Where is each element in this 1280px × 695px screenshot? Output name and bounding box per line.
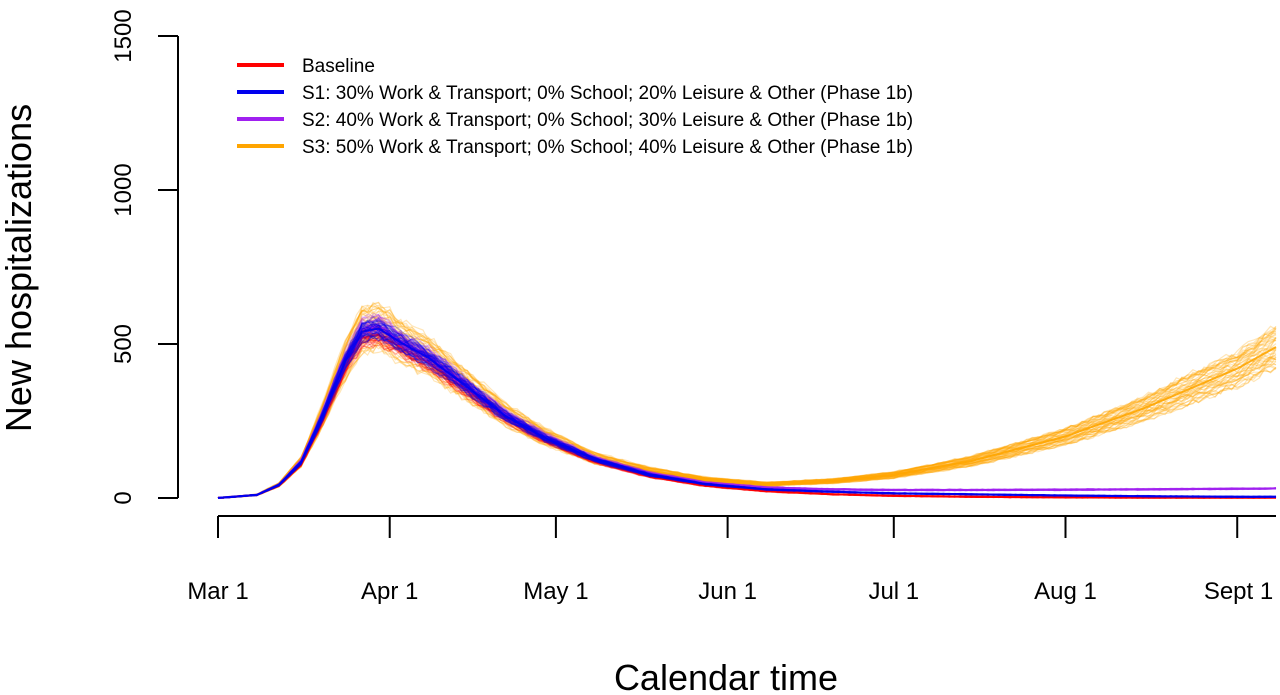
y-axis: 0 500 1000 1500 (110, 9, 179, 505)
legend-label-1: S1: 30% Work & Transport; 0% School; 20%… (302, 83, 913, 104)
series-layer (217, 301, 1277, 499)
series-3-replicate-line (217, 301, 1277, 499)
series-3-replicate-line (217, 304, 1277, 499)
series-3-replicate-line (217, 302, 1277, 499)
series-0-line (217, 333, 1276, 499)
series-2-replicate-line (217, 324, 1277, 499)
series-1-group (217, 315, 1277, 499)
legend-label-0: Baseline (302, 56, 375, 77)
x-tick-label: Sept 1 (1204, 578, 1273, 605)
series-1-line (217, 327, 1276, 499)
series-3-replicate-line (217, 334, 1277, 499)
legend-label-3: S3: 50% Work & Transport; 0% School; 40%… (302, 137, 913, 158)
x-tick-label: Mar 1 (187, 578, 248, 605)
series-3-replicate-line (217, 344, 1277, 499)
y-tick-label: 500 (110, 324, 137, 364)
series-3-replicate-line (217, 343, 1277, 499)
series-3-replicate-line (218, 311, 1277, 499)
series-3-replicate-line (217, 342, 1277, 499)
x-tick-label: Apr 1 (361, 578, 418, 605)
y-tick-label: 1000 (110, 163, 137, 216)
series-3-replicate-line (218, 304, 1277, 499)
series-3-replicate-line (217, 337, 1277, 499)
series-3-replicate-line (217, 310, 1277, 499)
series-3-replicate-line (218, 340, 1277, 499)
series-3-replicate-line (217, 305, 1277, 499)
x-axis: Mar 1 Apr 1 May 1 Jun 1 Jul 1 Aug 1 Sept 1 (187, 515, 1276, 605)
x-tick-label: May 1 (523, 578, 588, 605)
series-3-group (217, 301, 1277, 499)
series-3-replicate-line (217, 304, 1277, 499)
series-0-replicate-line (218, 324, 1277, 499)
x-tick-label: Aug 1 (1034, 578, 1097, 605)
y-axis-title: New hospitalizations (0, 104, 39, 432)
x-tick-label: Jul 1 (868, 578, 919, 605)
series-1-replicate-line (217, 324, 1277, 499)
legend: Baseline S1: 30% Work & Transport; 0% Sch… (237, 56, 913, 158)
series-3-replicate-line (217, 307, 1277, 499)
series-3-replicate-line (217, 337, 1277, 499)
series-3-replicate-line (218, 338, 1277, 499)
series-3-replicate-line (217, 301, 1277, 499)
y-tick-label: 1500 (110, 9, 137, 62)
series-3-replicate-line (217, 309, 1277, 499)
x-axis-title: Calendar time (614, 657, 838, 695)
series-3-replicate-line (217, 345, 1277, 499)
series-3-replicate-line (217, 304, 1277, 499)
legend-label-2: S2: 40% Work & Transport; 0% School; 30%… (302, 110, 913, 131)
x-tick-label: Jun 1 (698, 578, 757, 605)
series-3-replicate-line (217, 310, 1277, 499)
y-tick-label: 0 (110, 491, 137, 504)
series-3-replicate-line (217, 334, 1276, 499)
